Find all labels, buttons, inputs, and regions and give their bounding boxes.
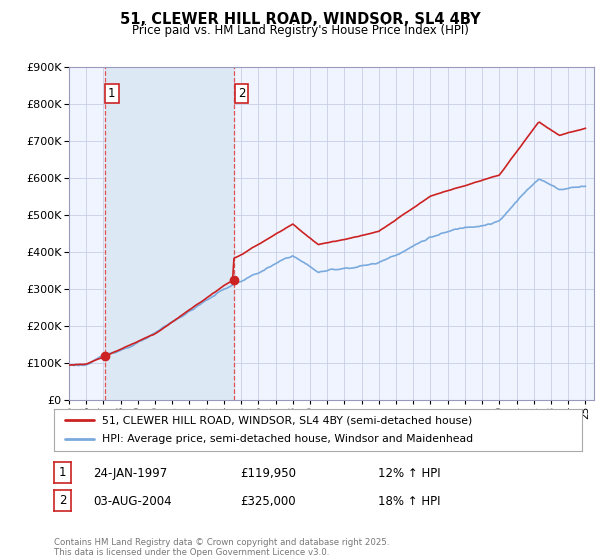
Text: 2: 2 [59,494,66,507]
Text: 51, CLEWER HILL ROAD, WINDSOR, SL4 4BY (semi-detached house): 51, CLEWER HILL ROAD, WINDSOR, SL4 4BY (… [101,415,472,425]
Text: Price paid vs. HM Land Registry's House Price Index (HPI): Price paid vs. HM Land Registry's House … [131,24,469,37]
Text: 1: 1 [59,466,66,479]
Text: 18% ↑ HPI: 18% ↑ HPI [378,494,440,508]
Text: £325,000: £325,000 [240,494,296,508]
Text: HPI: Average price, semi-detached house, Windsor and Maidenhead: HPI: Average price, semi-detached house,… [101,435,473,445]
Text: 51, CLEWER HILL ROAD, WINDSOR, SL4 4BY: 51, CLEWER HILL ROAD, WINDSOR, SL4 4BY [119,12,481,27]
Text: 1: 1 [108,87,116,100]
Text: £119,950: £119,950 [240,466,296,480]
Text: Contains HM Land Registry data © Crown copyright and database right 2025.
This d: Contains HM Land Registry data © Crown c… [54,538,389,557]
Text: 12% ↑ HPI: 12% ↑ HPI [378,466,440,480]
Bar [104,67,234,400]
Text: 2: 2 [238,87,245,100]
Text: 03-AUG-2004: 03-AUG-2004 [93,494,172,508]
Text: 24-JAN-1997: 24-JAN-1997 [93,466,167,480]
